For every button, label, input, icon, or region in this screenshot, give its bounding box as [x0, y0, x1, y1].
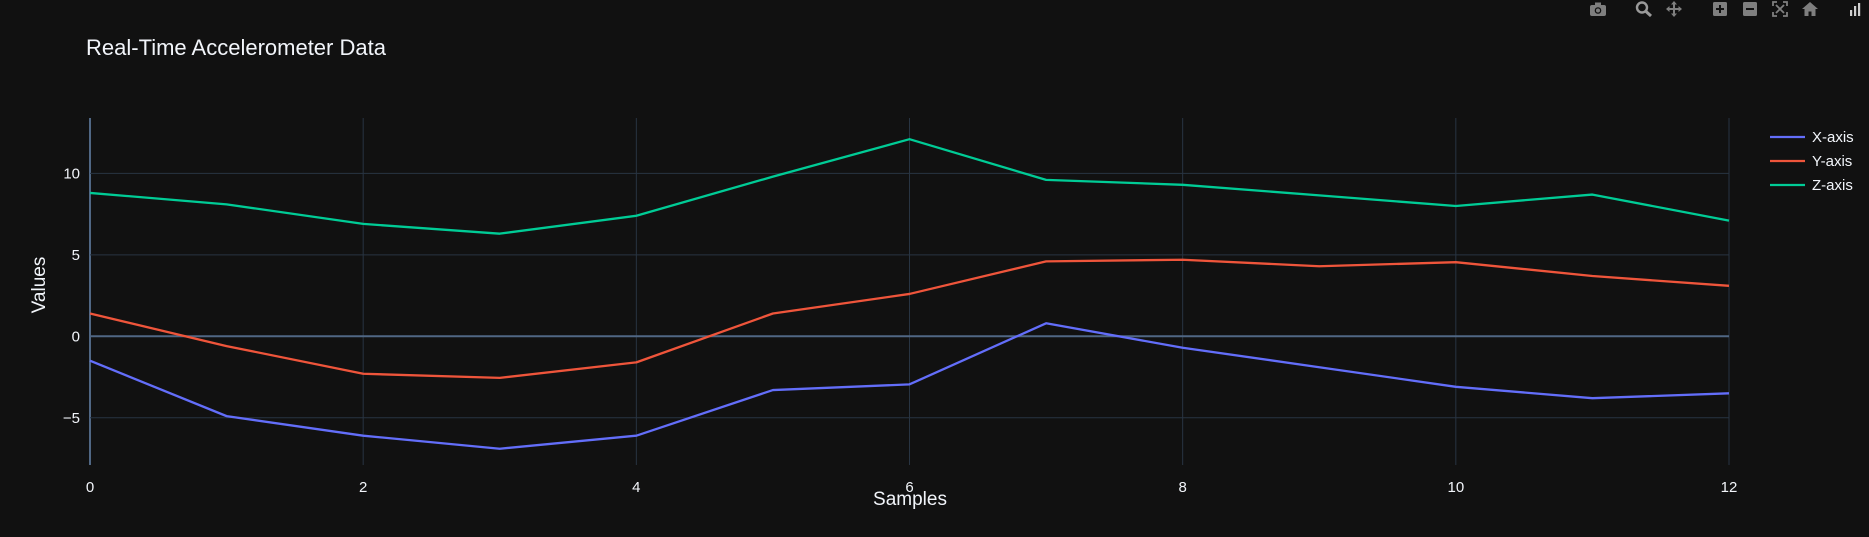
legend-label: Z-axis	[1812, 177, 1853, 194]
y-tick-label: 0	[72, 328, 80, 345]
zoom-out-button[interactable]	[1739, 0, 1761, 18]
zoom-in-icon	[1713, 2, 1727, 16]
series-line-y-axis	[89, 258, 1730, 379]
pan-icon	[1666, 1, 1682, 17]
camera-button[interactable]	[1587, 0, 1609, 18]
legend-label: X-axis	[1812, 129, 1854, 146]
y-axis-title: Values	[29, 257, 50, 314]
plotly-logo-icon	[1850, 3, 1861, 16]
x-tick-label: 12	[1721, 479, 1738, 496]
series-lines	[89, 138, 1730, 450]
modebar	[1569, 0, 1869, 18]
camera-icon	[1590, 2, 1606, 16]
legend-label: Y-axis	[1812, 153, 1852, 170]
pan-button[interactable]	[1663, 0, 1685, 18]
legend-item-x-axis[interactable]: X-axis	[1770, 129, 1854, 146]
y-tick-label: 5	[72, 247, 80, 264]
zoom-out-icon	[1743, 2, 1757, 16]
chart-title: Real-Time Accelerometer Data	[86, 35, 387, 60]
autoscale-icon	[1772, 1, 1788, 17]
zoom-icon	[1635, 1, 1653, 17]
zoom-in-button[interactable]	[1709, 0, 1731, 18]
x-tick-label: 6	[905, 479, 913, 496]
tick-labels: 0 2 4 6 8 10 12 −5 0 5 10	[63, 165, 1737, 496]
y-tick-label: 10	[63, 165, 80, 182]
autoscale-button[interactable]	[1769, 0, 1791, 18]
x-axis-title: Samples	[873, 489, 947, 510]
legend[interactable]: X-axis Y-axis Z-axis	[1770, 129, 1854, 194]
legend-item-y-axis[interactable]: Y-axis	[1770, 153, 1852, 170]
home-icon	[1802, 2, 1818, 16]
legend-item-z-axis[interactable]: Z-axis	[1770, 177, 1853, 194]
x-tick-label: 10	[1447, 479, 1464, 496]
y-tick-label: −5	[63, 410, 80, 427]
x-tick-label: 0	[86, 479, 94, 496]
home-button[interactable]	[1799, 0, 1821, 18]
x-tick-label: 8	[1178, 479, 1186, 496]
plotly-logo-button[interactable]	[1845, 0, 1867, 18]
zoom-button[interactable]	[1633, 0, 1655, 18]
series-line-z-axis	[89, 138, 1730, 235]
x-tick-label: 2	[359, 479, 367, 496]
series-line-x-axis	[89, 322, 1730, 450]
x-tick-label: 4	[632, 479, 640, 496]
grid-lines	[89, 118, 1730, 465]
